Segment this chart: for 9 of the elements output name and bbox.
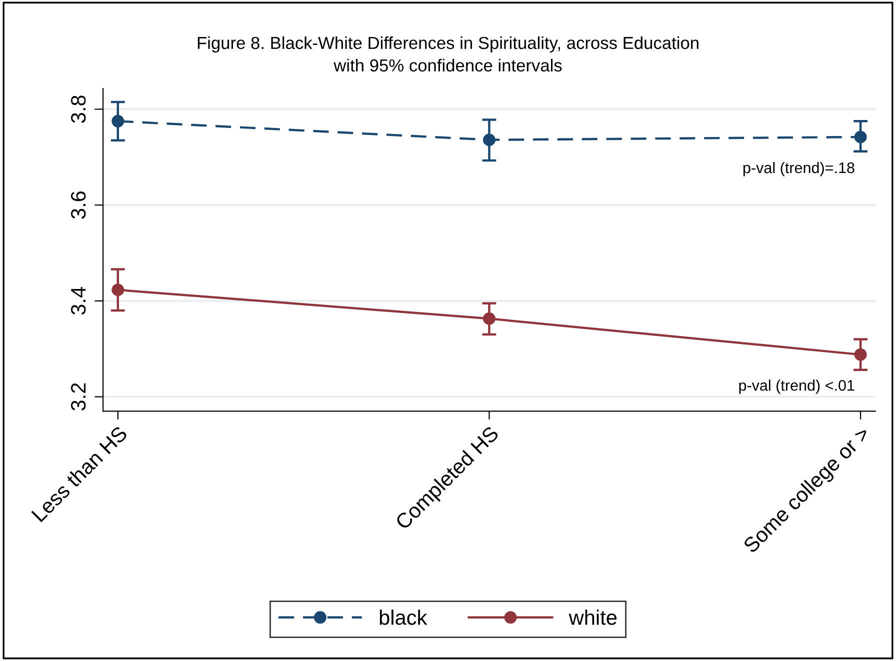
annotation: p-val (trend)=.18 bbox=[743, 162, 854, 176]
y-tick-label: 3.4 bbox=[70, 287, 86, 315]
y-tick-label: 3.2 bbox=[70, 383, 86, 410]
chart-title: Figure 8. Black-White Differences in Spirituality, across Education with 95% confidence intervals bbox=[198, 36, 698, 72]
legend-label: white bbox=[568, 610, 617, 625]
legend-label: black bbox=[380, 610, 428, 625]
y-tick-label: 3.8 bbox=[70, 96, 86, 123]
annotation: p-val (trend) <.01 bbox=[739, 380, 854, 394]
y-tick-label: 3.6 bbox=[70, 191, 86, 219]
